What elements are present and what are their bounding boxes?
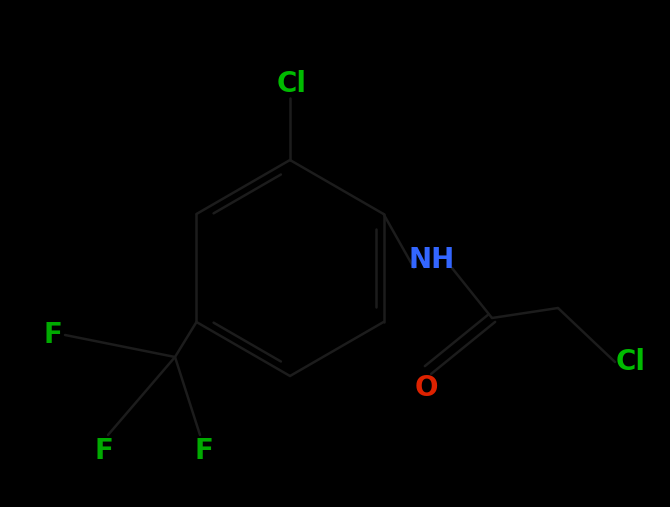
Text: NH: NH	[409, 246, 455, 274]
Text: O: O	[414, 374, 438, 402]
Text: F: F	[44, 321, 62, 349]
Text: Cl: Cl	[616, 348, 646, 376]
Text: F: F	[94, 437, 113, 465]
Text: Cl: Cl	[277, 70, 307, 98]
Text: F: F	[194, 437, 214, 465]
